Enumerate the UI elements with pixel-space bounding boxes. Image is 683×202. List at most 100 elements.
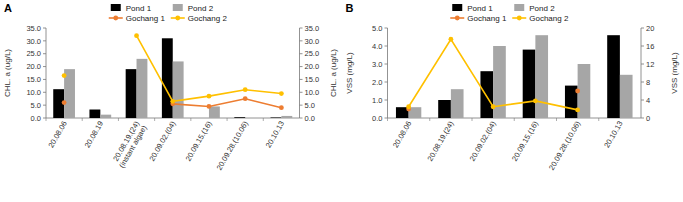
y2-tick-label: 30.0 — [305, 37, 320, 46]
x-tick-label-line: 20.09.02.(04) — [147, 119, 177, 163]
legend-label: Pond 2 — [188, 4, 214, 13]
figure: A0.05.010.015.020.025.030.035.00.05.010.… — [0, 0, 683, 202]
plot-area — [53, 33, 292, 118]
y2-tick — [300, 79, 303, 80]
y2-tick-label: 16 — [646, 42, 654, 51]
y2-tick-label: 0.0 — [305, 114, 315, 123]
marker — [243, 87, 248, 92]
y2-tick — [300, 105, 303, 106]
y2-tick-label: 25.0 — [305, 49, 320, 58]
y-tick — [385, 118, 388, 119]
bar — [89, 110, 100, 118]
y-tick — [43, 92, 46, 93]
panel-label: B — [346, 2, 354, 14]
x-tick — [387, 118, 388, 121]
marker — [62, 100, 67, 105]
legend-swatch — [111, 4, 121, 11]
y2-tick — [300, 66, 303, 67]
y-axis — [387, 28, 388, 118]
x-tick-label: 20.09.02.(04) — [147, 119, 177, 163]
legend-label: Pond 2 — [529, 4, 555, 13]
y2-axis — [641, 28, 642, 118]
x-tick-label: 20.08.19 — [83, 120, 105, 150]
y2-tick — [300, 40, 303, 41]
legend-marker — [175, 16, 180, 21]
x-tick-label-line: 20.09.28.(10.06) — [215, 119, 251, 172]
y2-tick — [641, 82, 644, 83]
y-tick — [385, 46, 388, 47]
bar — [523, 50, 536, 118]
y2-tick-label: 0 — [646, 114, 650, 123]
y2-tick-label: 12 — [646, 60, 654, 69]
marker — [575, 89, 580, 94]
line — [173, 99, 282, 108]
x-tick-label-line: 20.09.02.(04) — [468, 119, 498, 163]
panel: A0.05.010.015.020.025.030.035.00.05.010.… — [3, 2, 338, 172]
x-tick-label: 20.09.15.(16) — [510, 119, 540, 163]
bar — [100, 115, 111, 118]
y-tick-label: 5.0 — [31, 101, 41, 110]
x-tick-label-line: 20.09.15.(16) — [510, 119, 540, 163]
panel: B0.01.02.03.04.05.0048121620VSS (mg/L)VS… — [345, 2, 680, 172]
y2-tick — [300, 28, 303, 29]
y-tick — [43, 66, 46, 67]
x-tick — [154, 118, 155, 121]
legend-label: Pond 1 — [467, 4, 493, 13]
plot-area — [396, 35, 633, 118]
bar — [173, 61, 184, 118]
y-tick-label: 20.0 — [26, 62, 41, 71]
x-tick-label: 20.08.19.(24) — [426, 119, 456, 163]
x-tick — [82, 118, 83, 121]
y2-tick — [641, 64, 644, 65]
bar — [480, 71, 493, 118]
y-tick — [43, 28, 46, 29]
bar — [451, 89, 464, 118]
y2-tick — [641, 28, 644, 29]
legend-marker — [517, 16, 522, 21]
y-tick — [43, 118, 46, 119]
x-tick — [46, 118, 47, 121]
y-axis-label: VSS (mg/L) — [345, 52, 354, 94]
y2-axis-label: CHL. a (ug/L) — [329, 49, 338, 97]
y2-axis-label: VSS (mg/L) — [670, 52, 679, 94]
marker — [533, 99, 538, 104]
y2-axis — [299, 28, 300, 118]
marker — [279, 105, 284, 110]
y-tick-label: 3.0 — [372, 60, 382, 69]
line — [137, 36, 282, 102]
legend-label: Gochang 2 — [529, 14, 569, 23]
y-tick-label: 0.0 — [372, 114, 382, 123]
y-tick-label: 4.0 — [372, 42, 382, 51]
marker — [448, 37, 453, 42]
legend-label: Gochang 1 — [126, 14, 166, 23]
marker — [491, 104, 496, 109]
bar — [271, 117, 282, 118]
marker — [575, 108, 580, 113]
bar — [137, 59, 148, 118]
x-tick — [263, 118, 264, 121]
bar — [234, 117, 245, 118]
y-tick-label: 35.0 — [26, 24, 41, 33]
line — [409, 39, 578, 110]
legend-label: Pond 1 — [126, 4, 152, 13]
legend-label: Gochang 1 — [467, 14, 507, 23]
x-tick-label-line: 20.10.13 — [602, 120, 624, 150]
y2-tick-label: 35.0 — [305, 24, 320, 33]
bar — [535, 35, 548, 118]
legend: Pond 1Pond 2Gochang 1Gochang 2 — [109, 4, 228, 23]
bar — [198, 118, 209, 119]
y-tick — [43, 53, 46, 54]
x-tick — [227, 118, 228, 121]
y-tick — [43, 105, 46, 106]
legend-swatch — [452, 4, 462, 11]
x-tick-label-line: 20.08.19.(24) — [426, 119, 456, 163]
y2-tick-label: 15.0 — [305, 75, 320, 84]
x-tick — [118, 118, 119, 121]
x-tick — [429, 118, 430, 121]
y2-tick-label: 20.0 — [305, 62, 320, 71]
y-axis — [46, 28, 47, 118]
y2-tick — [641, 100, 644, 101]
x-tick-label-line: 20.08.06 — [46, 120, 68, 150]
y-tick-label: 25.0 — [26, 49, 41, 58]
x-tick — [514, 118, 515, 121]
